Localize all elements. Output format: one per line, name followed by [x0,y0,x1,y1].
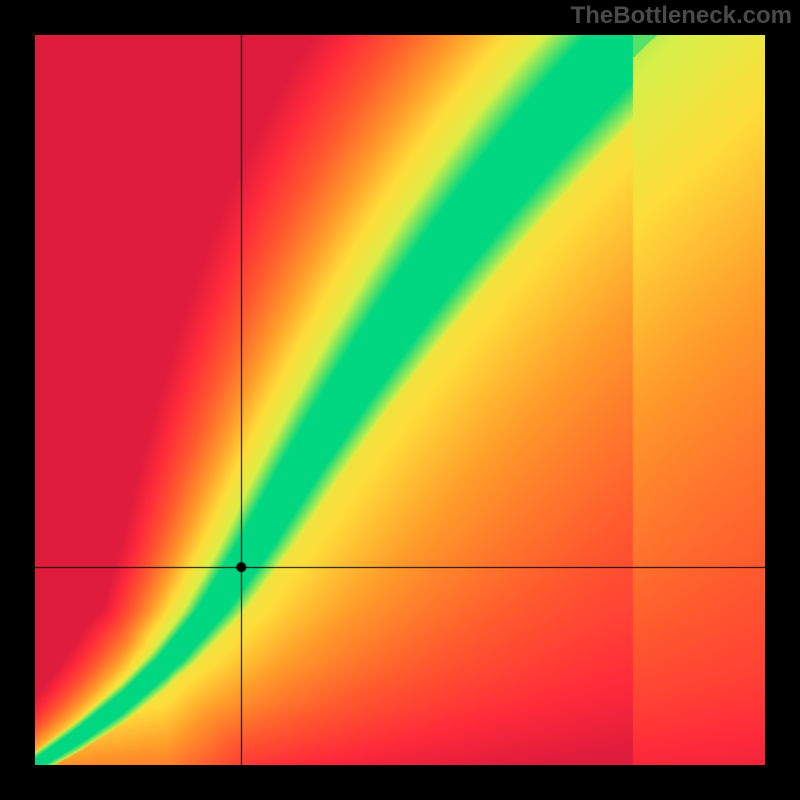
heatmap-canvas [35,35,765,765]
page-container: TheBottleneck.com [0,0,800,800]
watermark-text: TheBottleneck.com [571,2,792,30]
heatmap-plot [35,35,765,765]
